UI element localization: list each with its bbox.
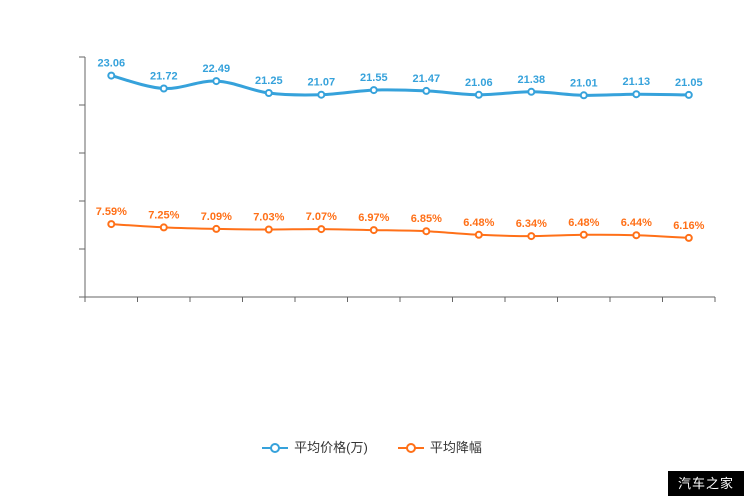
data-point-label: 6.34% (516, 218, 547, 230)
legend-circle-icon (405, 443, 416, 453)
data-point-label: 6.16% (673, 220, 704, 232)
data-point-label: 6.44% (621, 217, 652, 229)
data-point-marker (264, 225, 273, 234)
data-point-marker (369, 226, 378, 235)
data-point-label: 7.07% (306, 211, 337, 223)
data-point-marker (264, 89, 273, 97)
data-point-label: 7.59% (96, 206, 127, 218)
data-point-label: 22.49 (203, 63, 231, 75)
data-point-marker (527, 87, 536, 96)
data-point-marker (684, 90, 693, 99)
autohome-watermark: 汽车之家 (667, 471, 744, 496)
legend-item-average-discount[interactable]: 平均降幅 (397, 440, 482, 455)
legend-circle-icon (270, 443, 281, 453)
series-line-0 (109, 74, 691, 97)
chart-legend: 平均价格(万) 平均降幅 (0, 441, 744, 455)
data-point-marker (159, 84, 168, 93)
data-point-label: 6.97% (358, 212, 389, 224)
data-point-marker (317, 225, 326, 234)
data-point-marker (107, 220, 116, 229)
data-point-marker (212, 224, 221, 233)
data-point-marker (369, 86, 378, 95)
data-point-marker (632, 231, 641, 240)
data-point-label: 7.03% (253, 212, 284, 224)
data-point-label: 7.25% (148, 209, 179, 221)
data-point-label: 23.06 (98, 58, 126, 70)
data-point-label: 21.01 (570, 77, 598, 89)
data-point-label: 7.09% (201, 211, 232, 223)
legend-label-average-discount: 平均降幅 (429, 440, 482, 455)
data-point-marker (317, 90, 326, 99)
data-point-label: 21.07 (308, 77, 336, 89)
average-discount-series-icon (397, 441, 424, 455)
data-point-marker (422, 86, 431, 95)
data-point-label: 21.47 (413, 73, 441, 85)
data-point-label: 6.48% (463, 217, 494, 229)
data-point-marker (474, 90, 483, 99)
data-point-marker (579, 230, 588, 239)
legend-item-average-price[interactable]: 平均价格(万) (262, 441, 368, 455)
data-point-label: 6.48% (568, 217, 599, 229)
data-point-label: 21.72 (150, 71, 178, 83)
line-chart-canvas: 23.06 21.72 22.49 21.25 21.07 21.55 21.47 21.06… (79, 56, 716, 302)
data-point-label: 6.85% (411, 213, 442, 225)
data-point-label: 21.05 (675, 77, 703, 89)
data-point-label: 21.55 (360, 72, 388, 84)
series-line-1 (110, 223, 690, 239)
data-point-label: 21.06 (465, 77, 493, 89)
data-point-marker (527, 232, 536, 241)
data-point-marker (474, 230, 483, 239)
data-point-marker (159, 223, 168, 232)
data-point-marker (107, 71, 116, 80)
data-point-label: 21.38 (518, 74, 546, 86)
legend-label-average-price: 平均价格(万) (294, 440, 368, 455)
data-point-marker (632, 90, 641, 99)
average-price-series-icon (262, 441, 289, 455)
data-point-label: 21.25 (255, 75, 283, 87)
data-point-marker (422, 227, 431, 236)
data-point-marker (212, 77, 221, 86)
data-point-label: 21.13 (623, 76, 651, 88)
data-point-marker (684, 233, 693, 242)
data-point-marker (579, 91, 588, 100)
